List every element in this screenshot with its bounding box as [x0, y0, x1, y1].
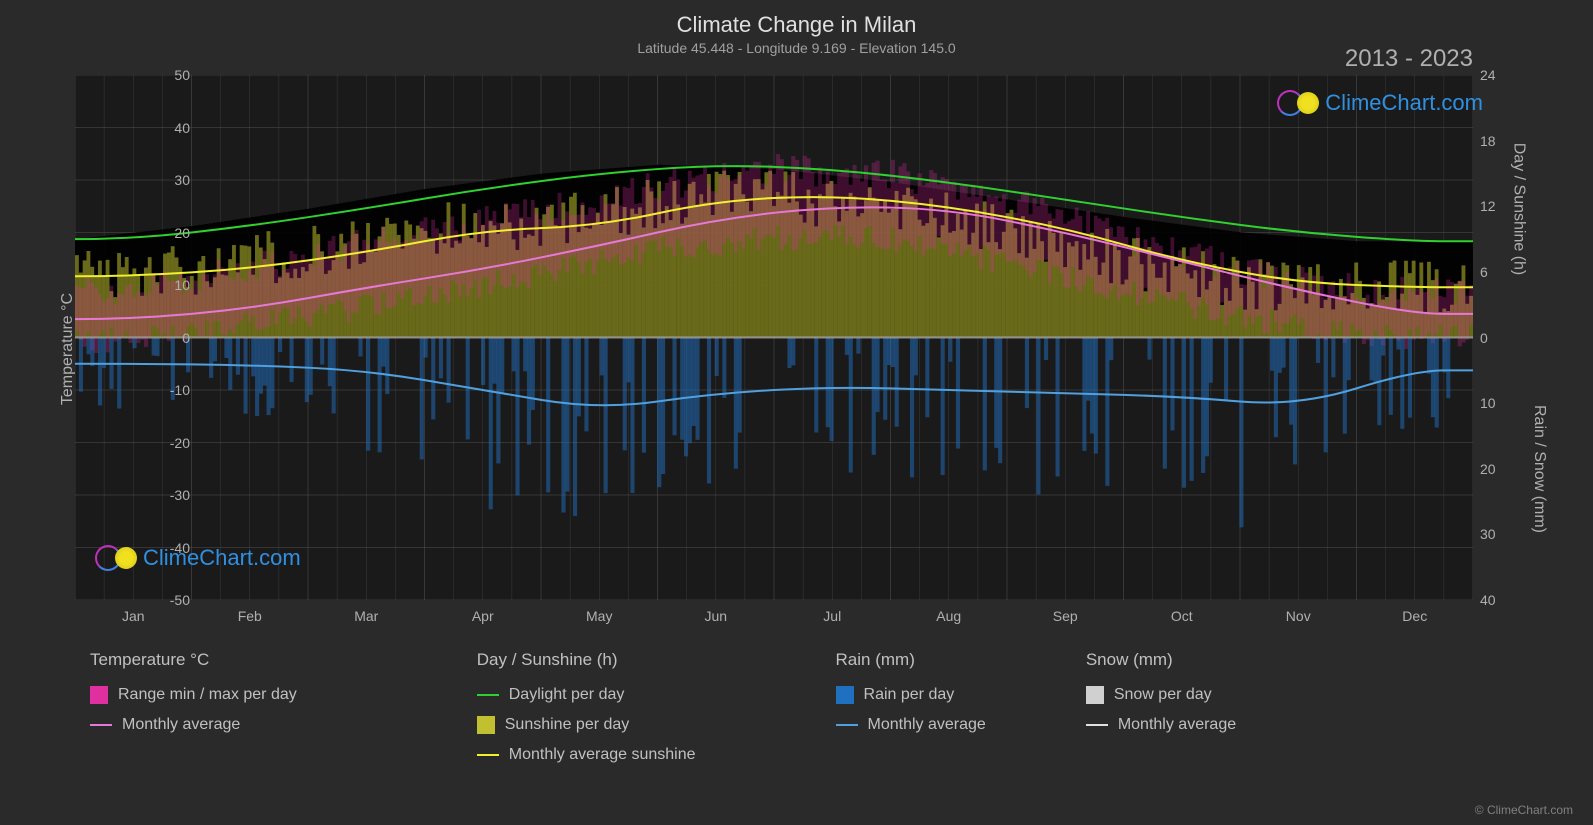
watermark-logo-top: ClimeChart.com: [1277, 90, 1483, 116]
y-tick-right: 24: [1480, 67, 1520, 83]
year-range-label: 2013 - 2023: [1345, 45, 1473, 73]
legend-col-temperature: Temperature °C Range min / max per day M…: [90, 650, 297, 764]
y-tick-left: 50: [150, 67, 190, 83]
chart-plot-area: [75, 75, 1473, 600]
legend-header: Snow (mm): [1086, 650, 1236, 670]
logo-sun-icon: [1297, 92, 1319, 114]
legend-label: Monthly average: [122, 716, 240, 734]
swatch-icon: [477, 754, 499, 756]
x-tick-month: Mar: [336, 608, 396, 624]
legend-item-temp-avg: Monthly average: [90, 716, 297, 734]
chart-title: Climate Change in Milan: [0, 12, 1593, 38]
x-tick-month: Dec: [1385, 608, 1445, 624]
y-tick-left: 0: [150, 330, 190, 346]
y-tick-right: 6: [1480, 264, 1520, 280]
legend-item-temp-range: Range min / max per day: [90, 686, 297, 704]
y-tick-left: -20: [150, 435, 190, 451]
x-tick-month: Oct: [1152, 608, 1212, 624]
legend-label: Sunshine per day: [505, 716, 630, 734]
legend-item-daylight: Daylight per day: [477, 686, 696, 704]
swatch-icon: [1086, 724, 1108, 726]
legend-item-snow: Snow per day: [1086, 686, 1236, 704]
swatch-icon: [477, 694, 499, 696]
legend-label: Monthly average sunshine: [509, 746, 696, 764]
y-tick-right: 30: [1480, 526, 1520, 542]
legend: Temperature °C Range min / max per day M…: [90, 650, 1553, 764]
legend-label: Monthly average: [868, 716, 986, 734]
legend-col-snow: Snow (mm) Snow per day Monthly average: [1086, 650, 1236, 764]
y-tick-right: 0: [1480, 330, 1520, 346]
legend-item-sunshine: Sunshine per day: [477, 716, 696, 734]
y-tick-left: 40: [150, 120, 190, 136]
legend-col-rain: Rain (mm) Rain per day Monthly average: [836, 650, 986, 764]
y-tick-left: 10: [150, 277, 190, 293]
swatch-icon: [836, 724, 858, 726]
legend-item-sunshine-avg: Monthly average sunshine: [477, 746, 696, 764]
y-tick-right: 40: [1480, 592, 1520, 608]
copyright-text: © ClimeChart.com: [1475, 803, 1573, 817]
swatch-icon: [90, 686, 108, 704]
y-axis-label-right-bottom: Rain / Snow (mm): [1530, 405, 1548, 533]
x-tick-month: Jan: [103, 608, 163, 624]
x-tick-month: Apr: [453, 608, 513, 624]
y-tick-left: 20: [150, 225, 190, 241]
legend-label: Monthly average: [1118, 716, 1236, 734]
legend-label: Rain per day: [864, 686, 955, 704]
x-tick-month: Jul: [802, 608, 862, 624]
legend-item-rain: Rain per day: [836, 686, 986, 704]
legend-item-rain-avg: Monthly average: [836, 716, 986, 734]
x-tick-month: Aug: [919, 608, 979, 624]
y-tick-right: 18: [1480, 133, 1520, 149]
swatch-icon: [90, 724, 112, 726]
x-tick-month: Sep: [1035, 608, 1095, 624]
watermark-text: ClimeChart.com: [1325, 90, 1483, 116]
y-tick-right: 12: [1480, 198, 1520, 214]
x-tick-month: Feb: [220, 608, 280, 624]
legend-label: Daylight per day: [509, 686, 625, 704]
legend-item-snow-avg: Monthly average: [1086, 716, 1236, 734]
y-tick-left: -30: [150, 487, 190, 503]
x-tick-month: Jun: [686, 608, 746, 624]
y-tick-left: -50: [150, 592, 190, 608]
legend-label: Range min / max per day: [118, 686, 297, 704]
legend-header: Rain (mm): [836, 650, 986, 670]
swatch-icon: [1086, 686, 1104, 704]
x-tick-month: May: [569, 608, 629, 624]
legend-col-sunshine: Day / Sunshine (h) Daylight per day Suns…: [477, 650, 696, 764]
watermark-text: ClimeChart.com: [143, 545, 301, 571]
watermark-logo-bottom: ClimeChart.com: [95, 545, 301, 571]
swatch-icon: [477, 716, 495, 734]
legend-header: Temperature °C: [90, 650, 297, 670]
legend-header: Day / Sunshine (h): [477, 650, 696, 670]
y-tick-left: -10: [150, 382, 190, 398]
logo-sun-icon: [115, 547, 137, 569]
y-tick-right: 10: [1480, 395, 1520, 411]
chart-svg: [75, 75, 1473, 600]
x-tick-month: Nov: [1268, 608, 1328, 624]
swatch-icon: [836, 686, 854, 704]
y-tick-left: 30: [150, 172, 190, 188]
legend-label: Snow per day: [1114, 686, 1212, 704]
y-tick-right: 20: [1480, 461, 1520, 477]
